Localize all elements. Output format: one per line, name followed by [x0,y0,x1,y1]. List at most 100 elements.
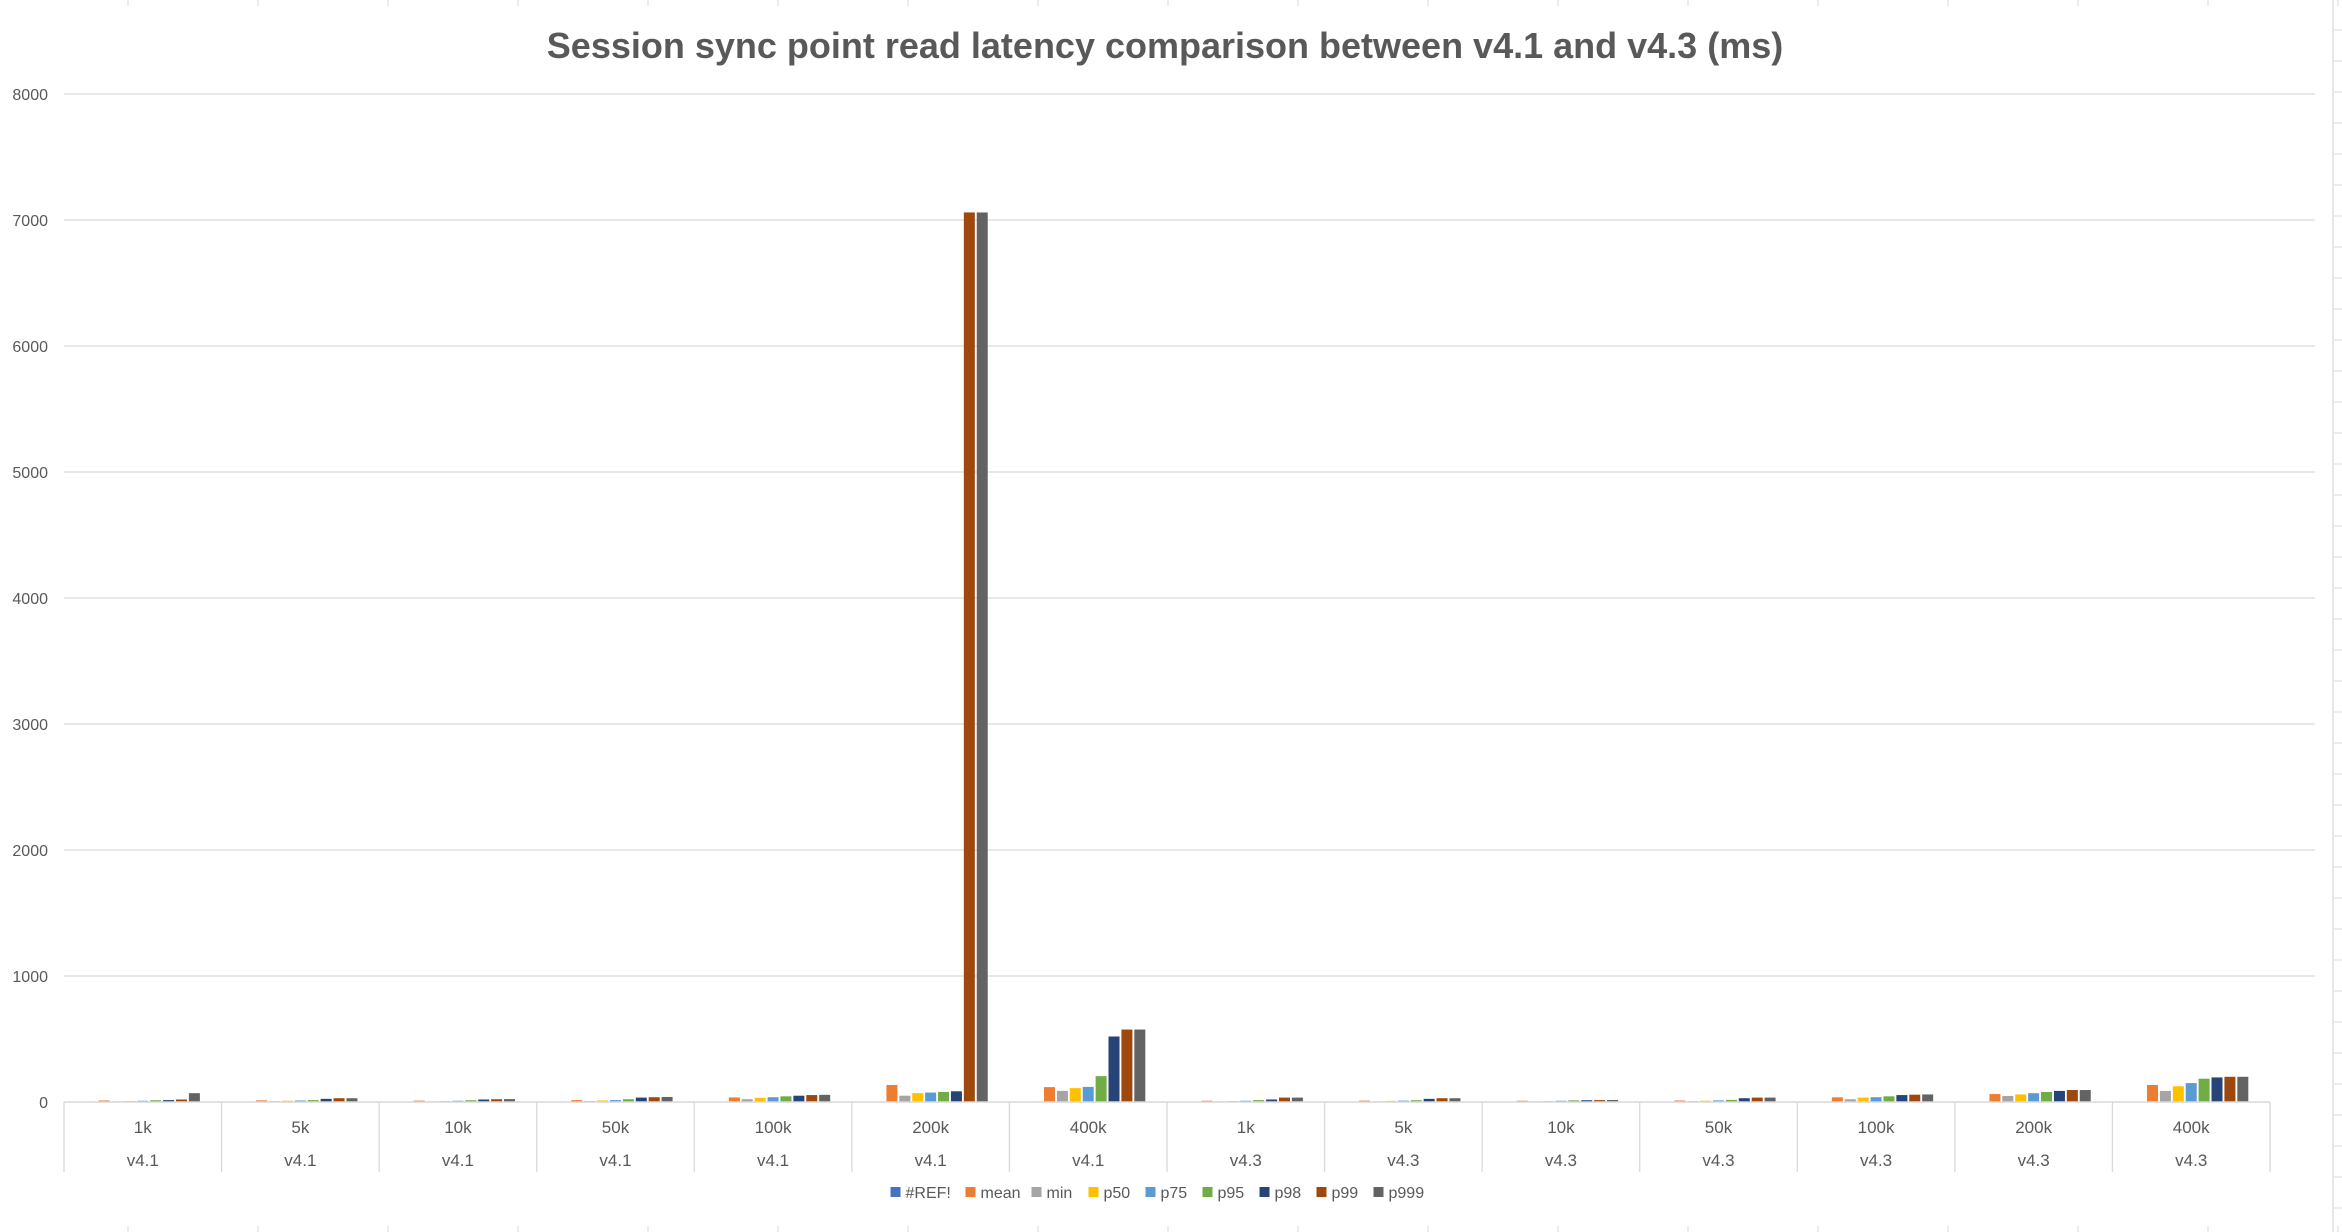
x-group-label: v4.1 [1072,1151,1104,1170]
bar-p95 [465,1100,477,1102]
y-tick-label: 4000 [12,591,48,608]
legend-swatch [1202,1187,1213,1197]
bar-p99 [806,1095,818,1102]
gridlines [64,93,2315,977]
bar-mean [1674,1100,1686,1102]
x-group-label: v4.1 [284,1151,316,1170]
bar-mean [571,1100,583,1102]
bar-min [899,1095,911,1102]
bar-p75 [294,1100,306,1102]
bar-p98 [2211,1077,2223,1102]
x-tick-label: 200k [2015,1118,2052,1137]
legend-label: p95 [1218,1185,1245,1202]
bar-p999 [2237,1076,2249,1102]
bar-p99 [1278,1097,1290,1102]
bars [98,212,2249,1102]
y-tick-label: 0 [39,1095,48,1112]
y-tick-label: 2000 [12,843,48,860]
bar-p98 [163,1100,175,1102]
x-group-label: v4.1 [915,1151,947,1170]
bar-p999 [1607,1099,1619,1102]
x-tick-label: 400k [2173,1118,2210,1137]
bar-mean [2147,1084,2159,1102]
bar-p75 [1082,1086,1094,1102]
x-tick-label: 5k [1394,1118,1412,1137]
legend-label: #REF! [906,1185,951,1202]
legend-label: p50 [1104,1185,1131,1202]
legend-swatch [1259,1187,1270,1197]
x-tick-label: 100k [755,1118,792,1137]
bar-p99 [491,1099,503,1102]
legend-label: p99 [1332,1185,1359,1202]
bar-p95 [1253,1100,1265,1102]
bar-p99 [1909,1094,1921,1102]
bar-p98 [1738,1098,1750,1102]
bar-p999 [976,212,988,1102]
bar-p99 [1751,1097,1763,1102]
bar-p50 [912,1093,924,1102]
legend-swatch [1316,1187,1327,1197]
legend-label: p98 [1275,1185,1302,1202]
chart-title: Session sync point read latency comparis… [547,25,1783,66]
bar-p98 [1108,1036,1120,1102]
bar-p75 [2185,1083,2197,1102]
bar-p95 [150,1100,162,1102]
bar-p75 [1870,1097,1882,1102]
y-axis-ticks: 0 1000 2000 3000 4000 5000 6000 7000 8000 [12,87,48,1112]
bar-p98 [478,1099,490,1102]
legend-swatch [1088,1187,1099,1197]
bar-p98 [1423,1098,1435,1102]
bar-mean [728,1097,740,1102]
bar-p999 [1134,1029,1146,1102]
x-tick-label: 10k [1547,1118,1575,1137]
bar-p99 [175,1099,187,1102]
bar-p95 [2041,1091,2053,1102]
x-group-label: v4.3 [2175,1151,2207,1170]
bar-p99 [2224,1076,2236,1102]
bar-min [2002,1095,2014,1102]
bar-p75 [610,1100,621,1102]
bar-p98 [1896,1095,1908,1102]
bar-p95 [1725,1099,1737,1102]
legend-swatch [1031,1187,1042,1197]
bar-p99 [963,212,975,1102]
bar-p98 [950,1091,962,1102]
x-tick-label: 50k [1705,1118,1733,1137]
bar-p99 [333,1098,345,1102]
bar-p75 [2028,1093,2040,1102]
bar-p98 [635,1097,647,1102]
bar-p99 [1121,1029,1133,1102]
x-group-label: v4.1 [127,1151,159,1170]
bar-p95 [1883,1096,1895,1102]
bar-p999 [1922,1094,1934,1102]
y-tick-label: 1000 [12,969,48,986]
legend-swatch [965,1187,976,1197]
y-tick-label: 5000 [12,465,48,482]
y-tick-label: 3000 [12,717,48,734]
y-tick-label: 6000 [12,339,48,356]
bar-p99 [648,1097,660,1102]
bar-min [2159,1090,2171,1102]
bar-min [1056,1090,1068,1102]
bar-p98 [793,1095,805,1102]
bar-min [741,1099,753,1102]
bar-p95 [1568,1100,1580,1102]
bar-p50 [754,1097,766,1102]
x-tick-label: 10k [444,1118,472,1137]
bar-mean [1831,1097,1843,1102]
x-group-label: v4.3 [2018,1151,2050,1170]
bar-p75 [1713,1100,1724,1102]
legend-label: p75 [1161,1185,1188,1202]
bar-p98 [2053,1090,2065,1102]
x-tick-label: 50k [602,1118,630,1137]
x-group-label: v4.3 [1387,1151,1419,1170]
bar-p99 [1436,1098,1448,1102]
bar-p95 [307,1100,319,1102]
legend-label: min [1047,1185,1073,1202]
bar-p75 [767,1097,779,1102]
x-group-label: v4.1 [599,1151,631,1170]
bar-mean [1989,1094,2001,1102]
bar-p98 [1266,1099,1278,1102]
y-tick-label: 7000 [12,213,48,230]
